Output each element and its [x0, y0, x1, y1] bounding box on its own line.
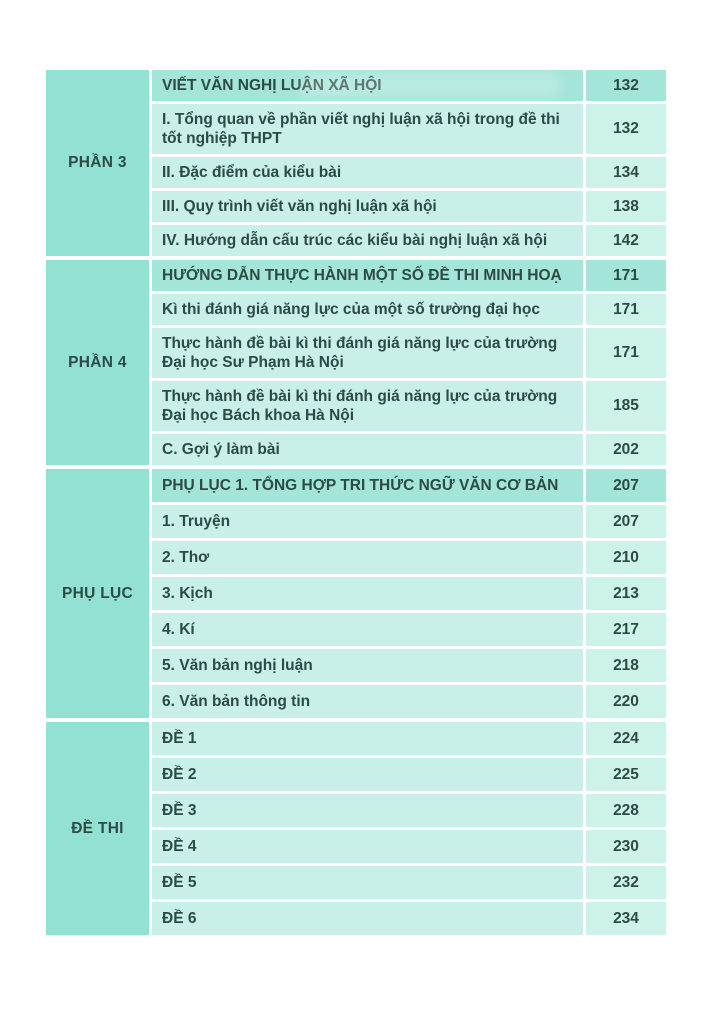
- toc-section-rows: VIẾT VĂN NGHỊ LUẬN XÃ HỘI 132 I. Tổng qu…: [152, 70, 666, 256]
- toc-section: PHẦN 3 VIẾT VĂN NGHỊ LUẬN XÃ HỘI 132 I. …: [46, 70, 666, 256]
- toc-row-title: IV. Hướng dẫn cấu trúc các kiểu bài nghị…: [152, 225, 583, 256]
- toc-row-page-number: 213: [586, 577, 666, 610]
- toc-row-page-number: 134: [586, 157, 666, 188]
- toc-row: ĐỀ 1 224: [152, 722, 666, 755]
- toc-row-title: 5. Văn bản nghị luận: [152, 649, 583, 682]
- toc-row-page-number: 171: [586, 294, 666, 325]
- toc-row: 3. Kịch 213: [152, 577, 666, 610]
- toc-row: Thực hành đề bài kì thi đánh giá năng lự…: [152, 328, 666, 378]
- toc-row-page-number: 207: [586, 505, 666, 538]
- toc-row-page-number: 142: [586, 225, 666, 256]
- toc-section-rows: HƯỚNG DẪN THỰC HÀNH MỘT SỐ ĐỀ THI MINH H…: [152, 260, 666, 465]
- toc-row-title: ĐỀ 4: [152, 830, 583, 863]
- toc-row-title: PHỤ LỤC 1. TỔNG HỢP TRI THỨC NGỮ VĂN CƠ …: [152, 469, 583, 502]
- toc-section-label: ĐỀ THI: [46, 722, 149, 935]
- toc-row-title: 3. Kịch: [152, 577, 583, 610]
- toc-row: ĐỀ 6 234: [152, 902, 666, 935]
- toc-row-page-number: 224: [586, 722, 666, 755]
- toc-row-page-number: 171: [586, 328, 666, 378]
- toc-row: 4. Kí 217: [152, 613, 666, 646]
- toc-section-label: PHẦN 3: [46, 70, 149, 256]
- toc-row-page-number: 228: [586, 794, 666, 827]
- toc-row-title: 6. Văn bản thông tin: [152, 685, 583, 718]
- toc-row-page-number: 210: [586, 541, 666, 574]
- toc-row: VIẾT VĂN NGHỊ LUẬN XÃ HỘI 132: [152, 70, 666, 101]
- toc-row-title: ĐỀ 3: [152, 794, 583, 827]
- toc-row-page-number: 132: [586, 70, 666, 101]
- toc-section-rows: PHỤ LỤC 1. TỔNG HỢP TRI THỨC NGỮ VĂN CƠ …: [152, 469, 666, 718]
- toc-row: ĐỀ 3 228: [152, 794, 666, 827]
- toc-row-page-number: 232: [586, 866, 666, 899]
- toc-row-title: ĐỀ 2: [152, 758, 583, 791]
- toc-row: III. Quy trình viết văn nghị luận xã hội…: [152, 191, 666, 222]
- toc-row-page-number: 207: [586, 469, 666, 502]
- toc-row: ĐỀ 4 230: [152, 830, 666, 863]
- toc-row: C. Gợi ý làm bài 202: [152, 434, 666, 465]
- toc-row-title: Thực hành đề bài kì thi đánh giá năng lự…: [152, 381, 583, 431]
- toc-row-page-number: 217: [586, 613, 666, 646]
- toc-row-page-number: 230: [586, 830, 666, 863]
- toc-row: 6. Văn bản thông tin 220: [152, 685, 666, 718]
- toc-row-title: I. Tổng quan về phần viết nghị luận xã h…: [152, 104, 583, 154]
- toc-row-title: Kì thi đánh giá năng lực của một số trườ…: [152, 294, 583, 325]
- toc-section-label: PHỤ LỤC: [46, 469, 149, 718]
- toc-row-title: 4. Kí: [152, 613, 583, 646]
- toc-table: PHẦN 3 VIẾT VĂN NGHỊ LUẬN XÃ HỘI 132 I. …: [46, 70, 666, 935]
- toc-section: PHẦN 4 HƯỚNG DẪN THỰC HÀNH MỘT SỐ ĐỀ THI…: [46, 260, 666, 465]
- toc-row-page-number: 234: [586, 902, 666, 935]
- toc-row-page-number: 202: [586, 434, 666, 465]
- toc-row-title: 1. Truyện: [152, 505, 583, 538]
- toc-row: Thực hành đề bài kì thi đánh giá năng lự…: [152, 381, 666, 431]
- toc-row-title: Thực hành đề bài kì thi đánh giá năng lự…: [152, 328, 583, 378]
- toc-row: IV. Hướng dẫn cấu trúc các kiểu bài nghị…: [152, 225, 666, 256]
- toc-row-page-number: 132: [586, 104, 666, 154]
- toc-row: Kì thi đánh giá năng lực của một số trườ…: [152, 294, 666, 325]
- toc-row-title: ĐỀ 1: [152, 722, 583, 755]
- toc-row-page-number: 185: [586, 381, 666, 431]
- toc-row-title: 2. Thơ: [152, 541, 583, 574]
- toc-row: PHỤ LỤC 1. TỔNG HỢP TRI THỨC NGỮ VĂN CƠ …: [152, 469, 666, 502]
- toc-row-page-number: 220: [586, 685, 666, 718]
- toc-row-page-number: 225: [586, 758, 666, 791]
- toc-row-title: ĐỀ 6: [152, 902, 583, 935]
- toc-row-page-number: 171: [586, 260, 666, 291]
- toc-row: 1. Truyện 207: [152, 505, 666, 538]
- toc-section: ĐỀ THI ĐỀ 1 224 ĐỀ 2 225 ĐỀ 3 228 ĐỀ 4 2…: [46, 722, 666, 935]
- toc-row: I. Tổng quan về phần viết nghị luận xã h…: [152, 104, 666, 154]
- toc-row: II. Đặc điểm của kiểu bài 134: [152, 157, 666, 188]
- toc-section: PHỤ LỤC PHỤ LỤC 1. TỔNG HỢP TRI THỨC NGỮ…: [46, 469, 666, 718]
- toc-row-page-number: 138: [586, 191, 666, 222]
- toc-row: ĐỀ 2 225: [152, 758, 666, 791]
- toc-row: ĐỀ 5 232: [152, 866, 666, 899]
- toc-row-title: VIẾT VĂN NGHỊ LUẬN XÃ HỘI: [152, 70, 583, 101]
- toc-row: 5. Văn bản nghị luận 218: [152, 649, 666, 682]
- toc-section-rows: ĐỀ 1 224 ĐỀ 2 225 ĐỀ 3 228 ĐỀ 4 230 ĐỀ 5…: [152, 722, 666, 935]
- toc-row-title: HƯỚNG DẪN THỰC HÀNH MỘT SỐ ĐỀ THI MINH H…: [152, 260, 583, 291]
- toc-row: HƯỚNG DẪN THỰC HÀNH MỘT SỐ ĐỀ THI MINH H…: [152, 260, 666, 291]
- toc-row-title: II. Đặc điểm của kiểu bài: [152, 157, 583, 188]
- toc-section-label: PHẦN 4: [46, 260, 149, 465]
- toc-row-page-number: 218: [586, 649, 666, 682]
- toc-row-title: III. Quy trình viết văn nghị luận xã hội: [152, 191, 583, 222]
- toc-row: 2. Thơ 210: [152, 541, 666, 574]
- toc-row-title: C. Gợi ý làm bài: [152, 434, 583, 465]
- toc-row-title: ĐỀ 5: [152, 866, 583, 899]
